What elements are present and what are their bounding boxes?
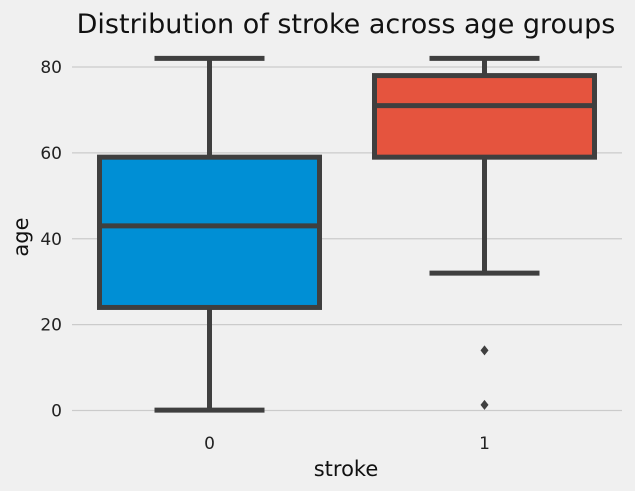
chart-title: Distribution of stroke across age groups — [77, 9, 616, 40]
iqr-box — [372, 73, 597, 160]
x-tick-label: 1 — [479, 434, 490, 454]
outlier-point — [480, 345, 489, 356]
outlier-point — [480, 399, 489, 410]
x-tick-label: 0 — [204, 434, 215, 454]
y-axis-label: age — [9, 217, 33, 256]
box-series — [97, 55, 597, 413]
y-tick-label: 20 — [40, 316, 62, 336]
y-tick-label: 80 — [40, 58, 62, 78]
y-tick-labels: 0 20 40 60 80 — [40, 58, 62, 422]
x-axis-label: stroke — [314, 457, 379, 481]
y-tick-label: 60 — [40, 144, 62, 164]
box-1 — [372, 55, 597, 410]
iqr-box — [97, 154, 322, 310]
y-tick-label: 0 — [51, 402, 62, 422]
y-tick-label: 40 — [40, 230, 62, 250]
box-0 — [97, 55, 322, 413]
